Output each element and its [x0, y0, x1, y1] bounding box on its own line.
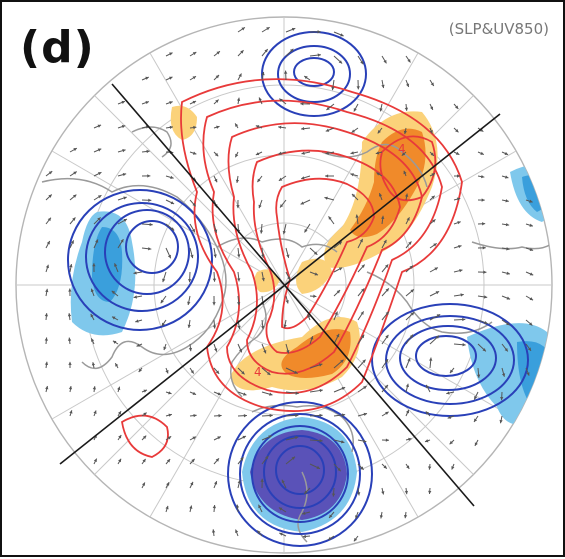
contour-label: 4: [254, 365, 262, 379]
panel-label: (d): [20, 22, 95, 73]
contour-label: 4: [398, 142, 406, 156]
field-label: (SLP&UV850): [449, 20, 549, 38]
